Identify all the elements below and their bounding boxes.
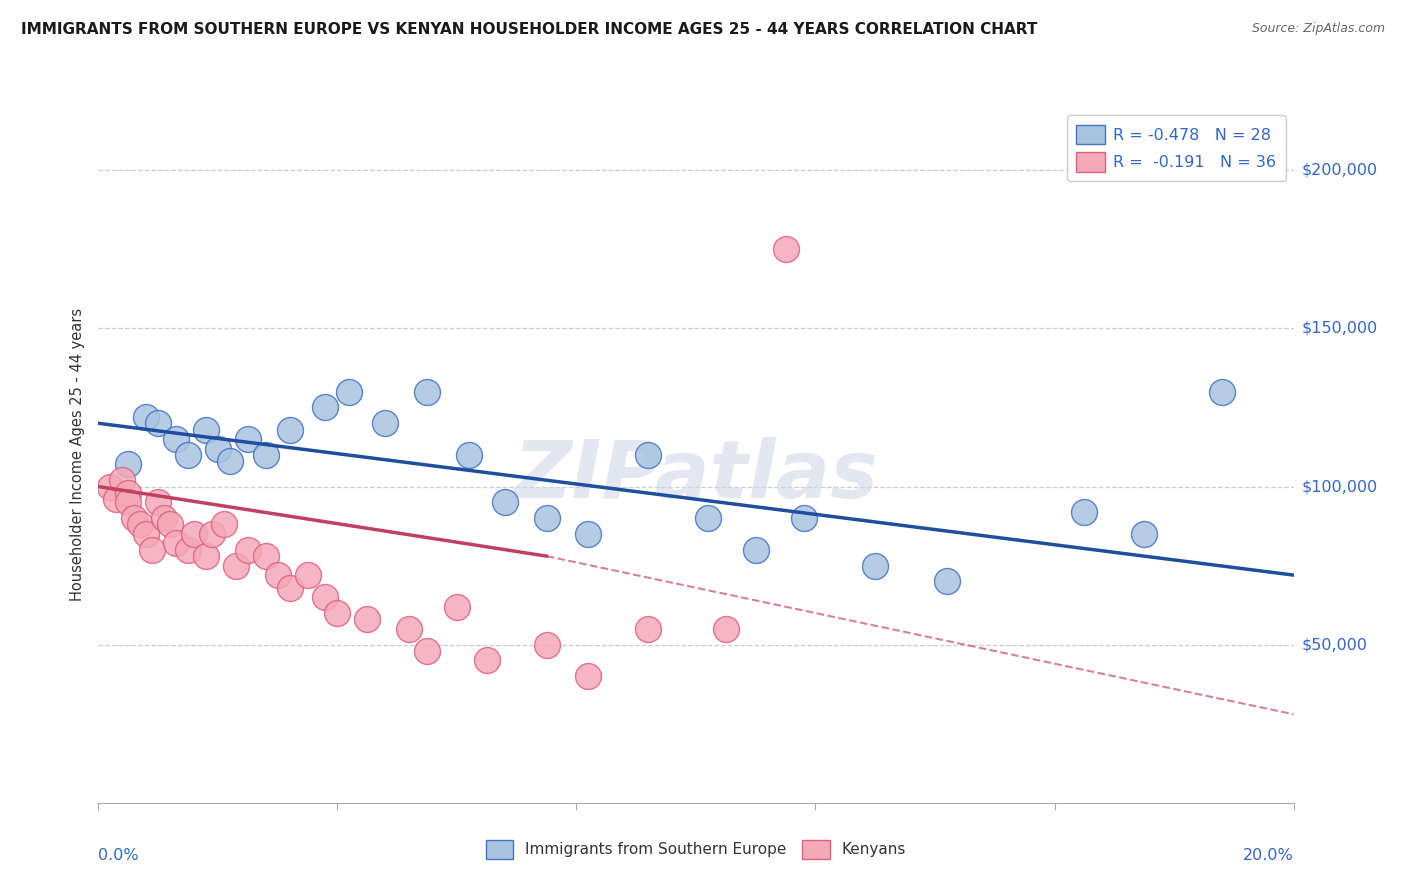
Point [153,511,176,525]
Point [135,527,157,541]
Text: $100,000: $100,000 [1302,479,1378,494]
Point [697,511,720,525]
Text: $50,000: $50,000 [1302,637,1368,652]
Point [578,527,600,541]
Point [536,511,558,525]
Point [105,492,128,507]
Point [129,517,152,532]
Legend: Immigrants from Southern Europe, Kenyans: Immigrants from Southern Europe, Kenyans [479,834,912,864]
Point [315,401,337,415]
Point [356,612,378,626]
Point [1073,505,1095,519]
Point [194,549,218,563]
Point [936,574,959,589]
Point [117,495,139,509]
Point [194,423,218,437]
Point [135,409,157,424]
Point [416,644,439,658]
Text: 0.0%: 0.0% [98,848,139,863]
Point [177,448,200,462]
Point [326,606,349,620]
Point [124,511,146,525]
Y-axis label: Householder Income Ages 25 - 44 years: Householder Income Ages 25 - 44 years [70,309,86,601]
Point [578,669,600,683]
Point [219,454,242,468]
Point [475,653,498,667]
Point [745,542,768,557]
Point [201,527,224,541]
Point [339,384,360,399]
Point [775,243,797,257]
Point [207,442,229,456]
Point [236,542,259,557]
Point [637,622,659,636]
Text: ZIPatlas: ZIPatlas [513,437,879,515]
Text: $150,000: $150,000 [1302,321,1378,336]
Text: Source: ZipAtlas.com: Source: ZipAtlas.com [1251,22,1385,36]
Point [278,423,301,437]
Point [446,599,468,614]
Point [159,517,181,532]
Point [117,486,139,500]
Point [254,448,277,462]
Point [1211,384,1233,399]
Point [98,479,122,493]
Point [315,591,337,605]
Point [225,558,247,573]
Text: IMMIGRANTS FROM SOUTHERN EUROPE VS KENYAN HOUSEHOLDER INCOME AGES 25 - 44 YEARS : IMMIGRANTS FROM SOUTHERN EUROPE VS KENYA… [21,22,1038,37]
Point [793,511,815,525]
Point [865,558,887,573]
Text: $200,000: $200,000 [1302,163,1378,178]
Point [236,432,259,446]
Point [458,448,481,462]
Point [165,432,187,446]
Point [398,622,420,636]
Point [148,417,170,431]
Point [267,568,290,582]
Point [183,527,205,541]
Point [141,542,163,557]
Point [254,549,277,563]
Text: 20.0%: 20.0% [1243,848,1294,863]
Point [494,495,516,509]
Point [165,536,187,550]
Point [416,384,439,399]
Point [1133,527,1156,541]
Point [637,448,659,462]
Point [278,581,301,595]
Point [212,517,235,532]
Point [714,622,737,636]
Point [117,458,139,472]
Point [148,495,170,509]
Point [111,473,134,487]
Point [177,542,200,557]
Point [297,568,319,582]
Point [536,638,558,652]
Point [374,417,396,431]
